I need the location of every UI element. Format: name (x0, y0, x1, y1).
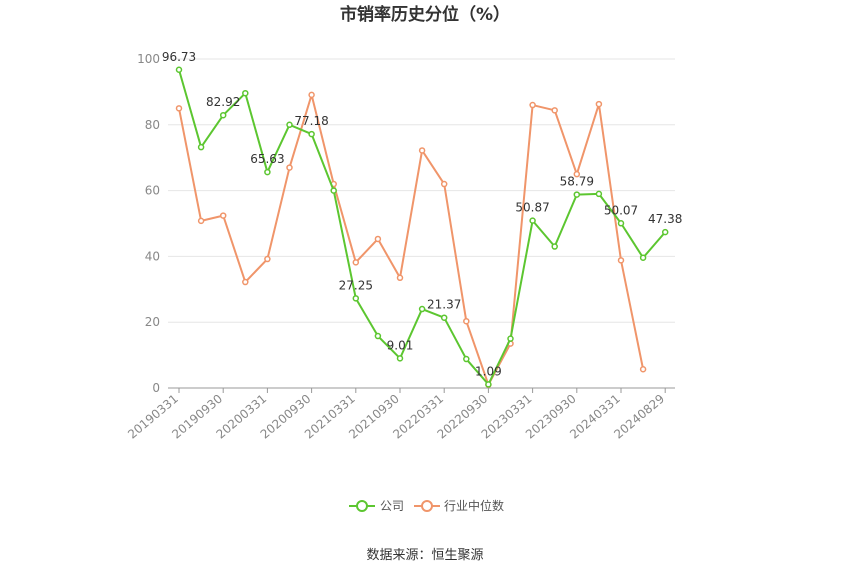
data-point (286, 164, 293, 171)
data-point (617, 220, 625, 227)
data-point (396, 274, 404, 282)
legend: 公司 行业中位数 (349, 498, 504, 513)
data-point (242, 89, 249, 97)
data-point (529, 101, 536, 109)
data-point (507, 335, 514, 342)
data-point (418, 305, 426, 313)
data-point (440, 180, 448, 188)
legend-label-industry-median: 行业中位数 (444, 498, 504, 513)
series-line-1 (178, 93, 645, 386)
y-tick-label: 0 (152, 381, 160, 395)
y-tick-label: 60 (145, 184, 160, 198)
data-point (573, 170, 581, 178)
data-point (175, 66, 183, 74)
data-label: 27.25 (339, 278, 373, 292)
data-label: 58.79 (560, 175, 594, 189)
data-point (529, 217, 536, 224)
data-point (219, 111, 227, 119)
data-point (639, 254, 647, 261)
data-point (219, 212, 227, 219)
data-label: 65.63 (250, 152, 284, 166)
x-axis: 2019033120190930202003312020093020210331… (125, 387, 675, 442)
y-tick-label: 20 (145, 315, 160, 329)
data-point (264, 255, 271, 263)
data-point (330, 187, 337, 194)
legend-label-company: 公司 (380, 499, 404, 513)
series-line-0 (178, 69, 666, 386)
data-point (396, 355, 404, 362)
data-point (485, 381, 492, 388)
data-point (551, 243, 558, 250)
data-label: 82.92 (206, 95, 240, 109)
legend-item-industry-median[interactable]: 行业中位数 (414, 498, 504, 513)
y-tick-label: 40 (145, 249, 160, 263)
data-label: 96.73 (162, 50, 196, 64)
chart-title: 市销率历史分位（%） (340, 4, 510, 25)
data-label: 77.18 (294, 114, 328, 128)
data-point (175, 105, 183, 112)
data-point (463, 355, 470, 363)
data-label: 50.87 (515, 201, 549, 215)
data-point (551, 107, 558, 114)
data-point (617, 257, 625, 264)
data-label: 9.01 (387, 338, 414, 352)
series-layer (175, 66, 669, 388)
data-point (242, 278, 249, 286)
source-note: 数据来源：恒生聚源 (366, 548, 483, 563)
data-point (264, 168, 271, 176)
data-point (374, 332, 382, 340)
data-point (197, 143, 205, 151)
y-axis: 0 20 40 60 80 100 (137, 52, 160, 395)
legend-item-company[interactable]: 公司 (349, 499, 404, 513)
data-point (463, 317, 470, 325)
data-label: 50.07 (604, 203, 638, 217)
y-tick-label: 100 (137, 52, 160, 66)
data-point (352, 295, 360, 302)
data-point (661, 228, 669, 236)
data-point (440, 314, 448, 321)
data-point (595, 100, 603, 108)
data-point (595, 190, 603, 198)
data-point (639, 365, 647, 373)
data-point (418, 147, 426, 154)
data-point (286, 121, 293, 129)
data-label: 1.09 (475, 364, 502, 378)
data-point (308, 130, 315, 138)
data-label: 47.38 (648, 212, 682, 226)
data-point (197, 217, 205, 225)
data-point (374, 235, 382, 243)
data-point (573, 191, 581, 198)
data-point (308, 91, 315, 99)
data-label: 21.37 (427, 298, 461, 312)
data-point (352, 259, 360, 266)
data-labels: 96.73 82.92 65.63 77.18 27.25 9.01 21.37 1.09 50… (162, 50, 683, 379)
y-tick-label: 80 (145, 118, 160, 132)
